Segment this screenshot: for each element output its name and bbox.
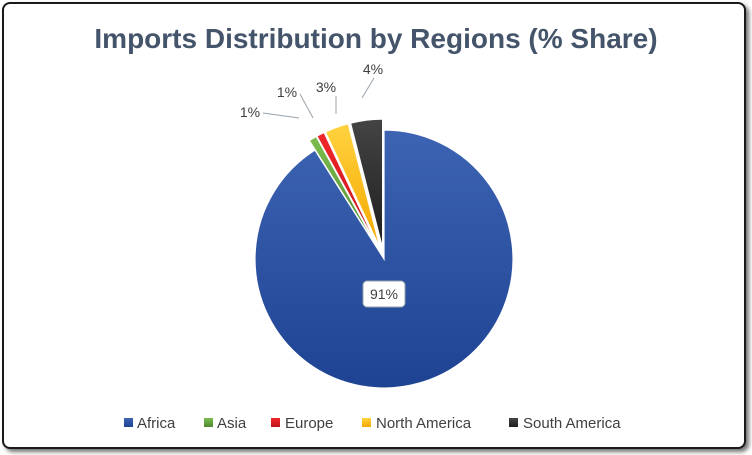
leader-line-south-america [361, 77, 375, 99]
pie-slice-europe [316, 131, 380, 250]
chart-title: Imports Distribution by Regions (% Share… [94, 23, 657, 54]
pie-slice-north-america [324, 122, 381, 249]
data-label-europe: 1% [277, 84, 297, 100]
leader-line-europe [299, 93, 314, 119]
data-label-north-america: 3% [316, 79, 336, 95]
pie-slice-asia [308, 135, 379, 250]
data-label-box-africa [362, 280, 406, 308]
data-labels: 91% 1% 1% 3% 4% [240, 61, 406, 308]
data-label-africa: 91% [370, 286, 398, 302]
pie-slice-south-america [349, 118, 384, 249]
legend-swatch-europe [271, 418, 280, 427]
legend-swatch-north-america [362, 418, 371, 427]
pie-slices [254, 118, 514, 389]
legend-label-south-america: South America [523, 415, 621, 432]
legend-swatch-south-america [509, 418, 518, 427]
pie-slice-africa [254, 129, 514, 389]
legend-label-north-america: North America [376, 415, 472, 432]
legend-label-asia: Asia [217, 415, 247, 432]
legend: Africa Asia Europe North America South A… [124, 415, 621, 432]
legend-swatch-africa [124, 418, 133, 427]
legend-label-africa: Africa [137, 415, 176, 432]
data-label-asia: 1% [240, 104, 260, 120]
legend-label-europe: Europe [285, 415, 333, 432]
legend-swatch-asia [204, 418, 213, 427]
leader-lines [262, 77, 375, 119]
leader-line-asia [262, 112, 300, 119]
data-label-south-america: 4% [363, 61, 383, 77]
